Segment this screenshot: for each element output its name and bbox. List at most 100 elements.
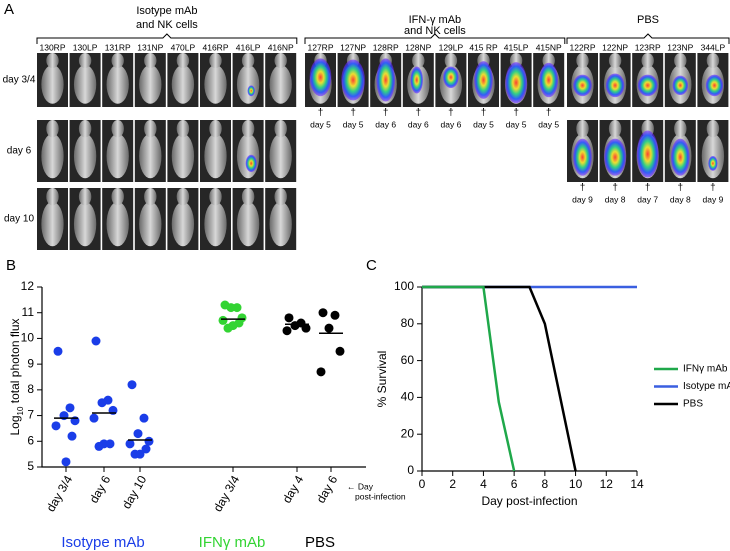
mouse-body xyxy=(236,201,260,247)
data-point xyxy=(324,323,334,333)
y-tick-label: 80 xyxy=(401,316,415,330)
mouse-head xyxy=(706,119,720,138)
mouse-id: 122NP xyxy=(602,42,628,52)
legend-label: Isotype mAb xyxy=(683,381,730,392)
group-title: and NK cells xyxy=(404,25,466,37)
mouse-body xyxy=(73,201,97,247)
mouse-id: 416LP xyxy=(236,42,261,52)
mouse-body xyxy=(106,201,129,247)
mouse-body xyxy=(41,201,64,247)
mouse-head xyxy=(144,119,157,138)
x-tick-label: 6 xyxy=(511,477,518,491)
death-day: day 9 xyxy=(572,194,593,204)
panel-label: A xyxy=(4,1,14,18)
x-tick-label: 14 xyxy=(630,477,644,491)
mouse-head xyxy=(241,188,255,206)
data-point xyxy=(91,336,101,346)
luminescence xyxy=(474,61,493,99)
y-tick-label: 9 xyxy=(27,356,34,370)
x-tick-label: day 6 xyxy=(314,473,341,506)
dagger: † xyxy=(645,183,651,194)
death-day: day 8 xyxy=(670,194,691,204)
luminescence xyxy=(573,138,592,176)
luminescence xyxy=(505,62,527,104)
panel-label: C xyxy=(366,257,377,274)
death-day: day 5 xyxy=(343,119,364,129)
dagger: † xyxy=(513,108,519,119)
annotation: post-infection xyxy=(355,491,406,501)
death-day: day 5 xyxy=(506,119,527,129)
death-day: day 6 xyxy=(375,119,396,129)
x-tick-label: day 3/4 xyxy=(211,473,243,514)
mouse-id: 415 RP xyxy=(469,42,498,52)
mouse-id: 416RP xyxy=(203,42,229,52)
luminescence xyxy=(309,58,332,97)
data-point xyxy=(330,310,340,320)
luminescence xyxy=(708,155,718,171)
data-point xyxy=(51,421,61,431)
mouse-body xyxy=(106,64,129,104)
x-tick-label: 12 xyxy=(600,477,614,491)
luminescence xyxy=(636,130,659,178)
mouse-head xyxy=(641,53,654,69)
mouse-body xyxy=(139,64,162,104)
x-tick-label: day 3/4 xyxy=(44,473,76,514)
mouse-head xyxy=(176,119,190,138)
mouse-body xyxy=(139,201,162,247)
mouse-body xyxy=(236,133,260,179)
mouse-head xyxy=(46,188,59,206)
mouse-head xyxy=(46,119,59,138)
luminescence xyxy=(705,74,724,97)
y-tick-label: 6 xyxy=(27,433,34,447)
mouse-head xyxy=(111,188,124,206)
dagger: † xyxy=(350,108,356,119)
mouse-body xyxy=(204,64,227,104)
mouse-head xyxy=(111,119,124,138)
y-axis-label-part: 10 xyxy=(16,406,25,415)
data-point xyxy=(318,308,328,318)
mouse-body xyxy=(171,64,195,104)
x-tick-label: day 6 xyxy=(87,473,114,506)
luminescence xyxy=(376,58,396,102)
x-tick-label: 0 xyxy=(419,477,426,491)
death-day: day 5 xyxy=(473,119,494,129)
death-day: day 7 xyxy=(637,194,658,204)
mouse-head xyxy=(144,188,157,206)
mouse-head xyxy=(78,53,92,69)
mouse-head xyxy=(608,53,622,69)
data-point xyxy=(130,449,140,459)
y-tick-label: 10 xyxy=(21,331,35,345)
mouse-head xyxy=(176,188,190,206)
y-tick-label: 40 xyxy=(401,390,415,404)
y-tick-label: 0 xyxy=(407,463,414,477)
data-point xyxy=(89,413,99,423)
y-axis-label: % Survival xyxy=(375,351,389,408)
mouse-body xyxy=(41,64,64,104)
mouse-body xyxy=(73,133,97,179)
mouse-id: 415NP xyxy=(536,42,562,52)
mouse-body xyxy=(73,64,97,104)
luminescence xyxy=(637,74,658,97)
data-point xyxy=(316,367,326,377)
mouse-id: 416NP xyxy=(268,42,294,52)
data-point xyxy=(290,321,300,331)
data-point xyxy=(218,315,228,325)
mouse-id: 415LP xyxy=(504,42,529,52)
y-axis-label: Log10 total photon flux xyxy=(8,319,24,436)
mouse-body xyxy=(41,133,64,179)
y-axis-label-part: Log xyxy=(8,415,22,435)
mouse-head xyxy=(241,119,255,138)
dagger: † xyxy=(383,108,389,119)
y-tick-label: 11 xyxy=(22,305,35,319)
dagger: † xyxy=(678,183,684,194)
data-point xyxy=(282,326,292,336)
y-tick-label: 5 xyxy=(27,459,34,473)
data-point xyxy=(97,398,107,408)
data-point xyxy=(144,436,154,446)
data-point xyxy=(94,441,104,451)
y-tick-label: 7 xyxy=(27,408,34,422)
mouse-body xyxy=(204,133,227,179)
legend-label: PBS xyxy=(683,399,703,410)
death-day: day 6 xyxy=(441,119,462,129)
